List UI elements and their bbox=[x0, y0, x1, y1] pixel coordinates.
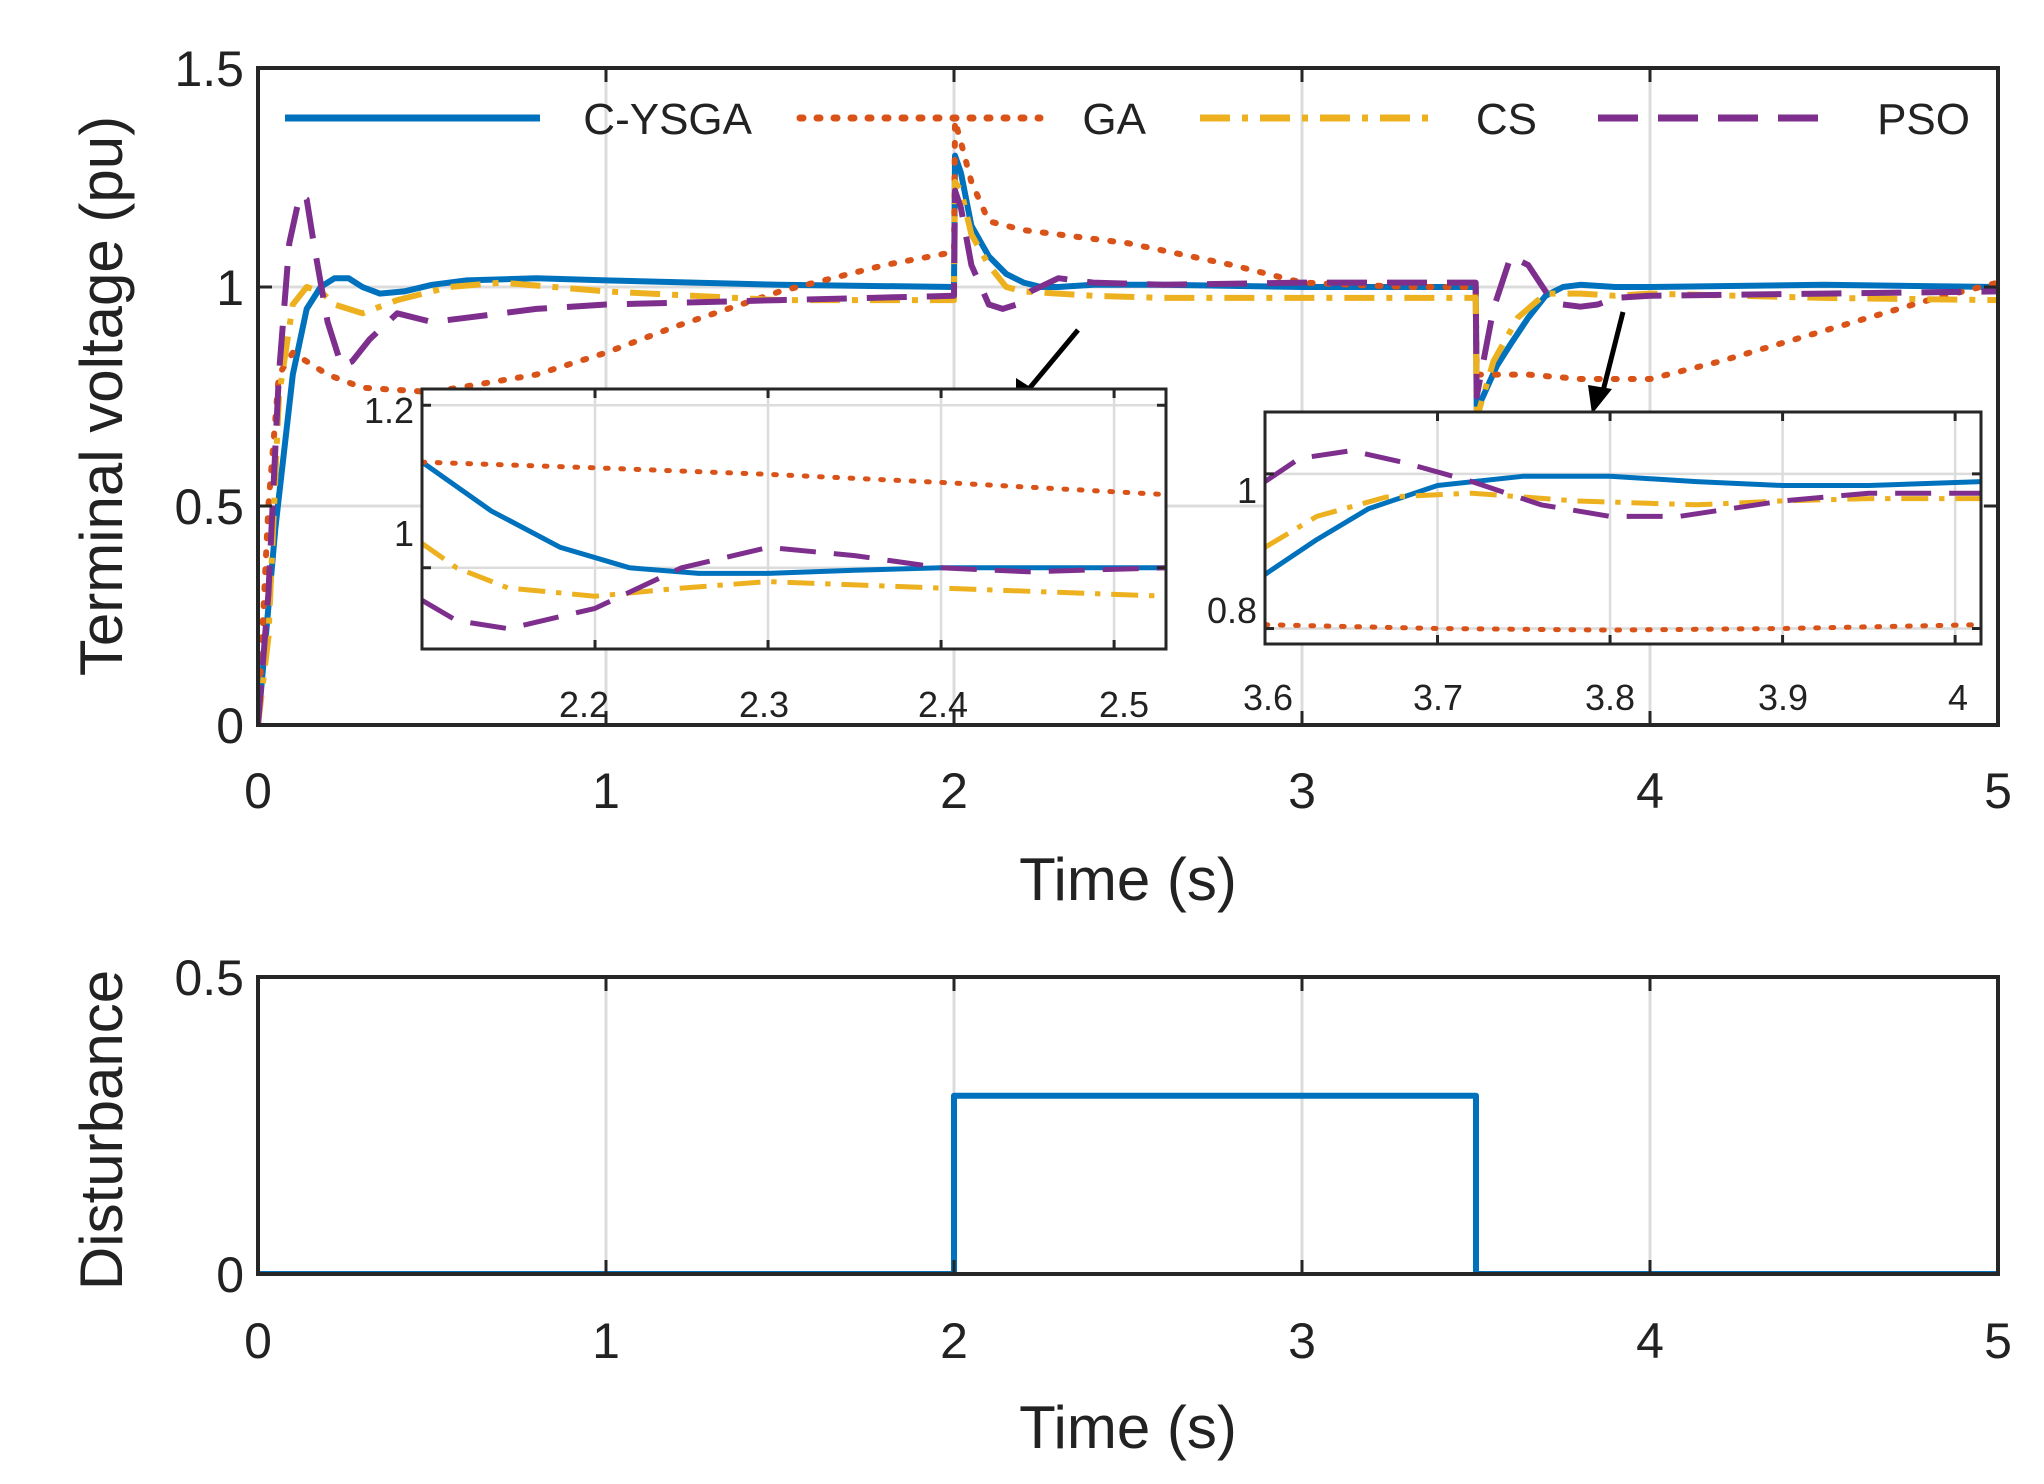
main-ytick-label: 0.5 bbox=[174, 479, 244, 535]
disturbance-xtick-label: 4 bbox=[1636, 1313, 1664, 1369]
disturbance-xtick-label: 5 bbox=[1984, 1313, 2012, 1369]
disturbance-xtick-label: 2 bbox=[940, 1313, 968, 1369]
disturbance-xtick-label: 1 bbox=[592, 1313, 620, 1369]
series-line-c-ysga bbox=[1265, 473, 1981, 577]
legend: C-YSGA GA CS PSO bbox=[285, 95, 1970, 144]
zoom-inset-2-xtick-label: 4 bbox=[1948, 677, 1968, 718]
zoom-inset-2-ytick-label: 0.8 bbox=[1207, 590, 1257, 631]
zoom-inset-2-lines bbox=[1265, 448, 1981, 633]
main-xtick-label: 0 bbox=[244, 763, 272, 819]
legend-label-cs: CS bbox=[1476, 95, 1537, 144]
series-line-ga bbox=[1265, 622, 1981, 633]
main-xtick-label: 2 bbox=[940, 763, 968, 819]
zoom-inset-1-frame bbox=[420, 387, 1168, 651]
main-tick-marks bbox=[256, 66, 2000, 727]
zoom-inset-1-ytick-label: 1.2 bbox=[364, 390, 414, 431]
disturbance-x-axis-label: Time (s) bbox=[1019, 1394, 1237, 1461]
zoom-inset-1: 1.2 1 2.2 2.3 2.4 2.5 bbox=[364, 387, 1168, 725]
legend-label-pso: PSO bbox=[1877, 95, 1970, 144]
series-line-c-ysga bbox=[258, 152, 1998, 725]
zoom-inset-1-xtick-label: 2.4 bbox=[918, 684, 968, 725]
series-line-disturbance bbox=[258, 1092, 1998, 1274]
main-xtick-label: 5 bbox=[1984, 763, 2012, 819]
main-ytick-label: 1.5 bbox=[174, 41, 244, 97]
series-line-pso bbox=[422, 544, 1166, 632]
disturbance-xtick-label: 0 bbox=[244, 1313, 272, 1369]
series-line-pso bbox=[1265, 448, 1981, 519]
series-line-c-ysga bbox=[422, 460, 1166, 576]
zoom-inset-1-lines bbox=[422, 459, 1166, 632]
main-xtick-label: 4 bbox=[1636, 763, 1664, 819]
zoom-inset-2-area bbox=[1265, 412, 1981, 644]
zoom-inset-2-xtick-label: 3.7 bbox=[1413, 677, 1463, 718]
disturbance-series-line bbox=[258, 1092, 1998, 1274]
main-ytick-label: 0 bbox=[216, 698, 244, 754]
zoom-inset-2-tick-marks bbox=[1263, 412, 1981, 644]
main-xtick-label: 1 bbox=[592, 763, 620, 819]
zoom-inset-1-tick-marks bbox=[422, 389, 1166, 649]
zoom-inset-1-xtick-label: 2.3 bbox=[739, 684, 789, 725]
zoom-inset-2-ytick-label: 1 bbox=[1237, 470, 1257, 511]
main-plot-frame bbox=[256, 66, 2000, 727]
disturbance-xtick-label: 3 bbox=[1288, 1313, 1316, 1369]
zoom-inset-1-xtick-label: 2.5 bbox=[1099, 684, 1149, 725]
main-x-axis-label: Time (s) bbox=[1019, 846, 1237, 913]
main-ytick-label: 1 bbox=[216, 260, 244, 316]
zoom-inset-1-ytick-label: 1 bbox=[394, 513, 414, 554]
zoom-inset-1-xtick-label: 2.2 bbox=[559, 684, 609, 725]
series-line-cs bbox=[258, 178, 1998, 725]
disturbance-ytick-label: 0 bbox=[216, 1247, 244, 1303]
zoom-inset-2-xtick-label: 3.6 bbox=[1243, 677, 1293, 718]
zoom-inset-2: 1 0.8 3.6 3.7 3.8 3.9 4 bbox=[1207, 410, 1983, 718]
legend-label-ga: GA bbox=[1082, 95, 1146, 144]
zoom-inset-2-frame bbox=[1263, 410, 1983, 646]
zoom-inset-2-xtick-label: 3.8 bbox=[1585, 677, 1635, 718]
zoom-inset-1-area bbox=[422, 389, 1166, 649]
zoom-arrow-2 bbox=[1588, 311, 1626, 414]
main-xtick-label: 3 bbox=[1288, 763, 1316, 819]
disturbance-plot: 0 0.5 0 1 2 3 4 5 Time (s) Disturbance bbox=[68, 950, 2012, 1461]
series-line-ga bbox=[422, 459, 1166, 498]
zoom-inset-2-xtick-label: 3.9 bbox=[1758, 677, 1808, 718]
disturbance-y-axis-label: Disturbance bbox=[68, 970, 135, 1290]
disturbance-plot-frame bbox=[256, 975, 2000, 1276]
series-line-cs bbox=[422, 541, 1166, 599]
disturbance-plot-area bbox=[258, 977, 1998, 1274]
disturbance-ytick-label: 0.5 bbox=[174, 950, 244, 1006]
disturbance-tick-marks bbox=[256, 975, 2000, 1276]
series-line-pso bbox=[258, 187, 1998, 725]
main-series-lines bbox=[258, 117, 1998, 725]
main-y-axis-label: Terminal voltage (pu) bbox=[68, 116, 135, 676]
legend-label-c-ysga: C-YSGA bbox=[583, 95, 752, 144]
